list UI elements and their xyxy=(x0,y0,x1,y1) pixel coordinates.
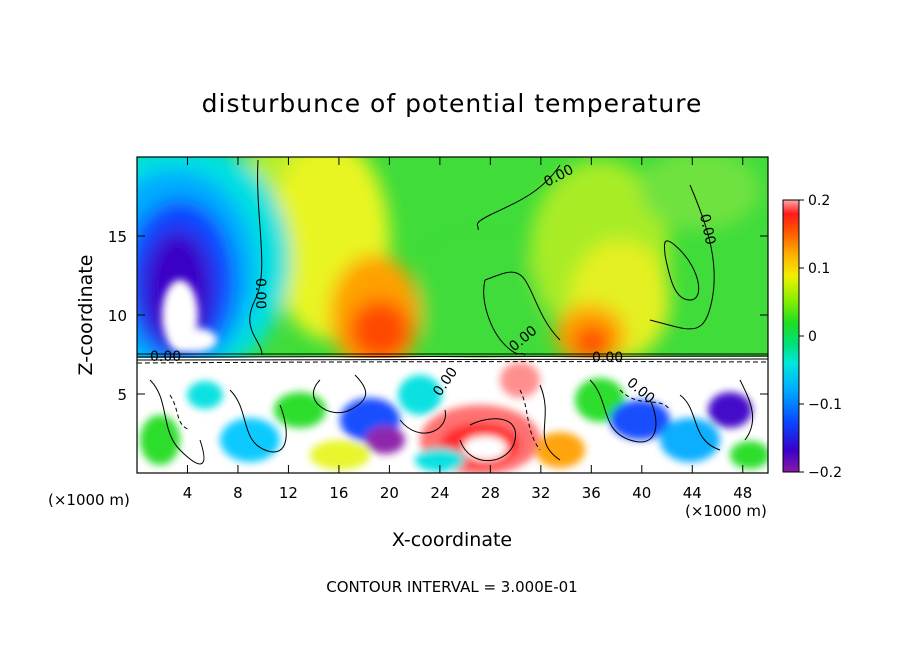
contour-label: 0.00 xyxy=(150,349,181,365)
contour-label: 0.00 xyxy=(696,213,718,247)
contour-label: 0.00 xyxy=(592,350,623,366)
x-tick-label: 32 xyxy=(531,484,550,502)
x-tick-label: 48 xyxy=(733,484,752,502)
y-axis-label: Z-coordinate xyxy=(75,255,97,376)
y-axis: 5 10 15 xyxy=(108,228,768,404)
colorbar-tick-label: 0.1 xyxy=(808,261,830,277)
x-tick-label: 40 xyxy=(632,484,651,502)
x-unit-right: (×1000 m) xyxy=(685,502,767,520)
colorbar-tick-label: −0.2 xyxy=(808,465,842,481)
x-axis: 4 8 12 16 20 24 28 32 36 40 44 48 xyxy=(183,157,752,502)
x-tick-label: 44 xyxy=(683,484,702,502)
colorbar-gradient xyxy=(782,199,800,473)
x-tick-label: 4 xyxy=(183,484,193,502)
chart-title: disturbunce of potential temperature xyxy=(202,89,703,118)
x-tick-label: 16 xyxy=(329,484,348,502)
y-tick-label: 15 xyxy=(108,228,127,246)
colorbar-tick-label: 0.2 xyxy=(808,193,830,209)
x-axis-label: X-coordinate xyxy=(392,529,512,551)
x-tick-label: 28 xyxy=(481,484,500,502)
heatmap-field xyxy=(137,157,768,473)
contour-labels: 0.00 0.00 0.00 0.00 0.00 0.00 0.00 0.00 xyxy=(150,162,718,407)
contour-label: 0.00 xyxy=(252,278,268,309)
x-tick-label: 12 xyxy=(279,484,298,502)
x-tick-label: 20 xyxy=(380,484,399,502)
contour-interval-note: CONTOUR INTERVAL = 3.000E-01 xyxy=(326,578,577,596)
x-tick-label: 8 xyxy=(233,484,243,502)
colorbar-tick-label: −0.1 xyxy=(808,397,842,413)
y-tick-label: 5 xyxy=(117,386,127,404)
y-tick-label: 10 xyxy=(108,307,127,325)
colorbar-tick-label: 0 xyxy=(808,329,817,345)
x-tick-label: 36 xyxy=(582,484,601,502)
colorbar: 0.2 0.1 0 −0.1 −0.2 xyxy=(782,193,842,481)
x-unit-left: (×1000 m) xyxy=(48,491,130,509)
colorbar-ticks: 0.2 0.1 0 −0.1 −0.2 xyxy=(799,193,842,481)
x-tick-label: 24 xyxy=(430,484,449,502)
